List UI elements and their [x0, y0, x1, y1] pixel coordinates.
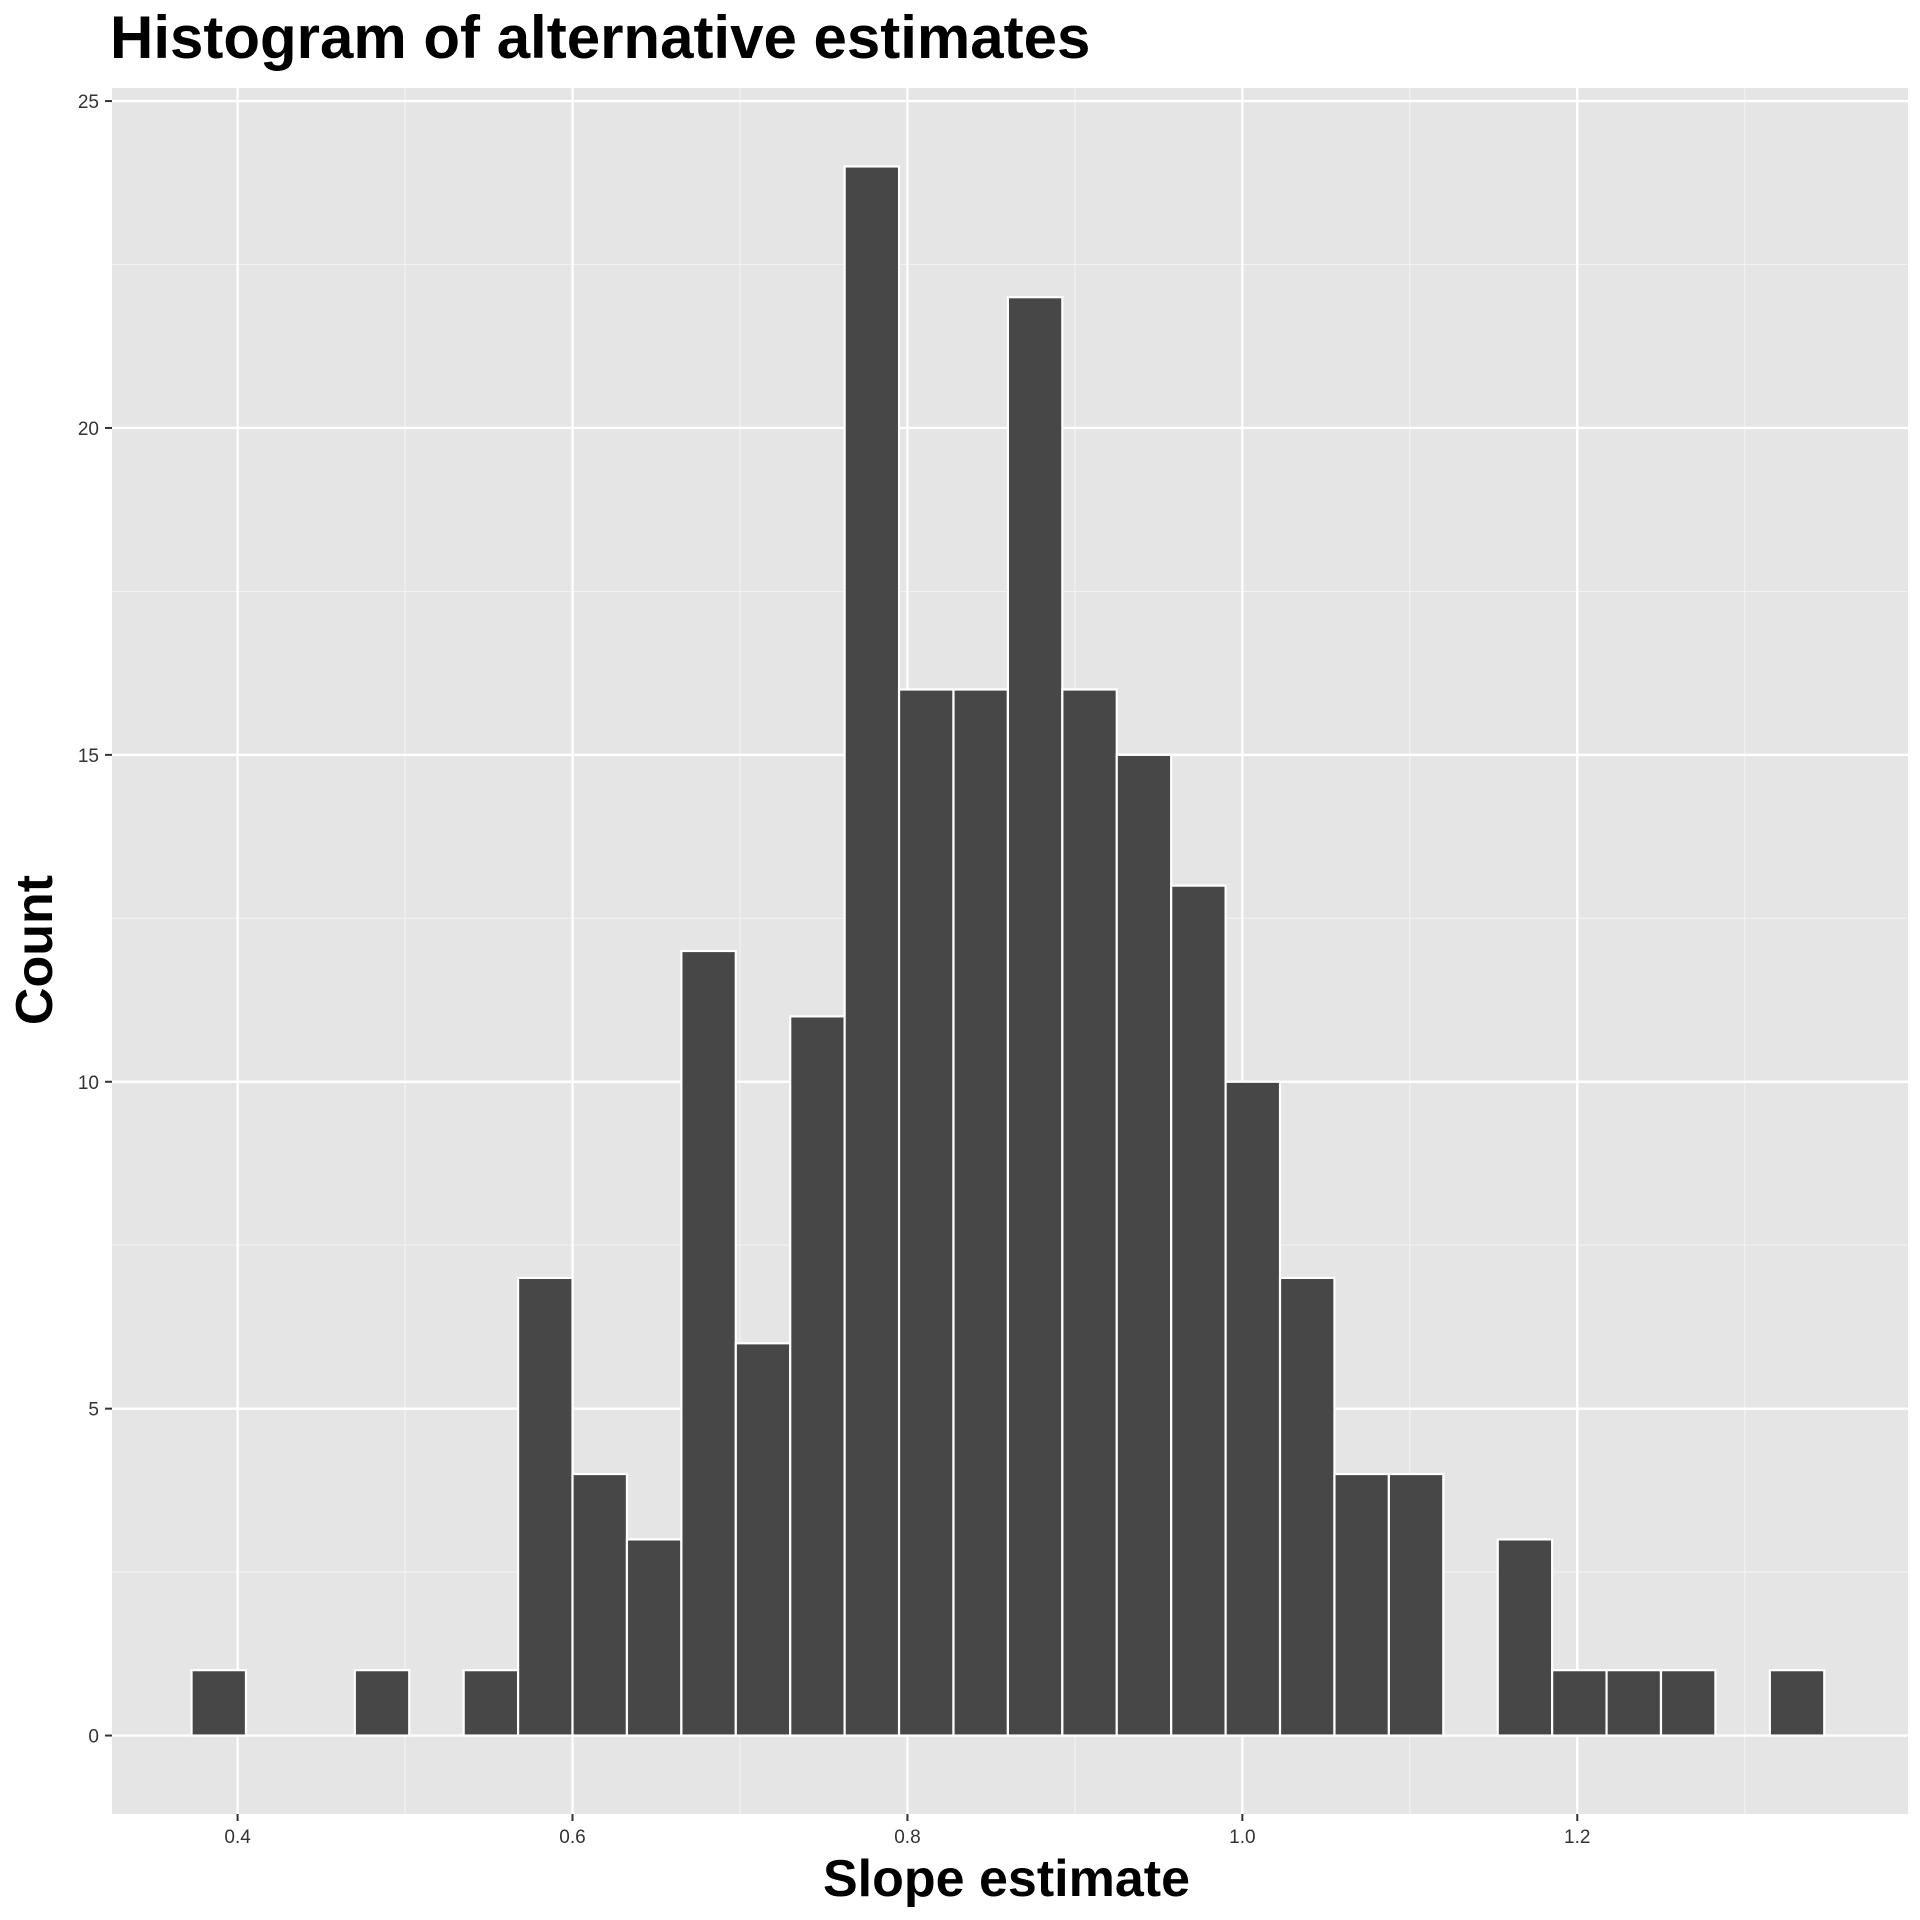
x-tick-label: 0.6	[559, 1827, 585, 1848]
x-tick-label: 0.4	[224, 1827, 251, 1848]
y-tick-label: 10	[78, 1073, 99, 1094]
histogram-bar	[571, 1472, 629, 1737]
histogram-bar	[1605, 1669, 1663, 1737]
histogram-bar	[1387, 1472, 1445, 1737]
x-tick-label: 1.0	[1229, 1827, 1255, 1848]
x-axis-title: Slope estimate	[823, 1850, 1190, 1908]
histogram-bar	[1115, 753, 1173, 1737]
y-tick-label: 15	[78, 746, 99, 767]
y-tick-label: 5	[88, 1400, 99, 1421]
histogram-bar	[789, 1015, 846, 1737]
x-tick-label: 1.2	[1564, 1827, 1590, 1848]
histogram-bar	[462, 1669, 520, 1737]
histogram-bar	[190, 1669, 248, 1737]
y-tick-label: 0	[88, 1727, 99, 1748]
y-axis-title: Count	[6, 875, 64, 1025]
histogram-bar	[353, 1669, 411, 1737]
chart-title: Histogram of alternative estimates	[110, 4, 1090, 71]
histogram-bar	[1551, 1669, 1608, 1737]
histogram-bar	[1333, 1472, 1390, 1737]
histogram-bar	[843, 165, 901, 1737]
histogram-bar	[1170, 884, 1227, 1737]
x-tick-label: 0.8	[894, 1827, 920, 1848]
histogram-bar	[516, 1276, 574, 1737]
histogram-bar	[1278, 1276, 1336, 1737]
histogram-bar	[1006, 296, 1064, 1737]
y-tick-label: 20	[78, 419, 99, 440]
histogram-bar	[1496, 1538, 1554, 1737]
histogram-bar	[734, 1342, 792, 1737]
y-tick-label: 25	[78, 92, 99, 113]
histogram-bar	[897, 688, 955, 1737]
y-axis-ticks: 0 5 10 15 20 25	[78, 92, 112, 1748]
histogram-bar	[1224, 1080, 1282, 1737]
x-axis-ticks: 0.4 0.6 0.8 1.0 1.2	[224, 1814, 1590, 1848]
histogram-bar	[1768, 1669, 1826, 1737]
histogram-bars	[190, 165, 1826, 1737]
histogram-bar	[952, 688, 1010, 1737]
histogram-bar	[1061, 688, 1118, 1737]
histogram-bar	[625, 1538, 683, 1737]
histogram-bar	[680, 949, 737, 1737]
histogram-bar	[1659, 1669, 1717, 1737]
